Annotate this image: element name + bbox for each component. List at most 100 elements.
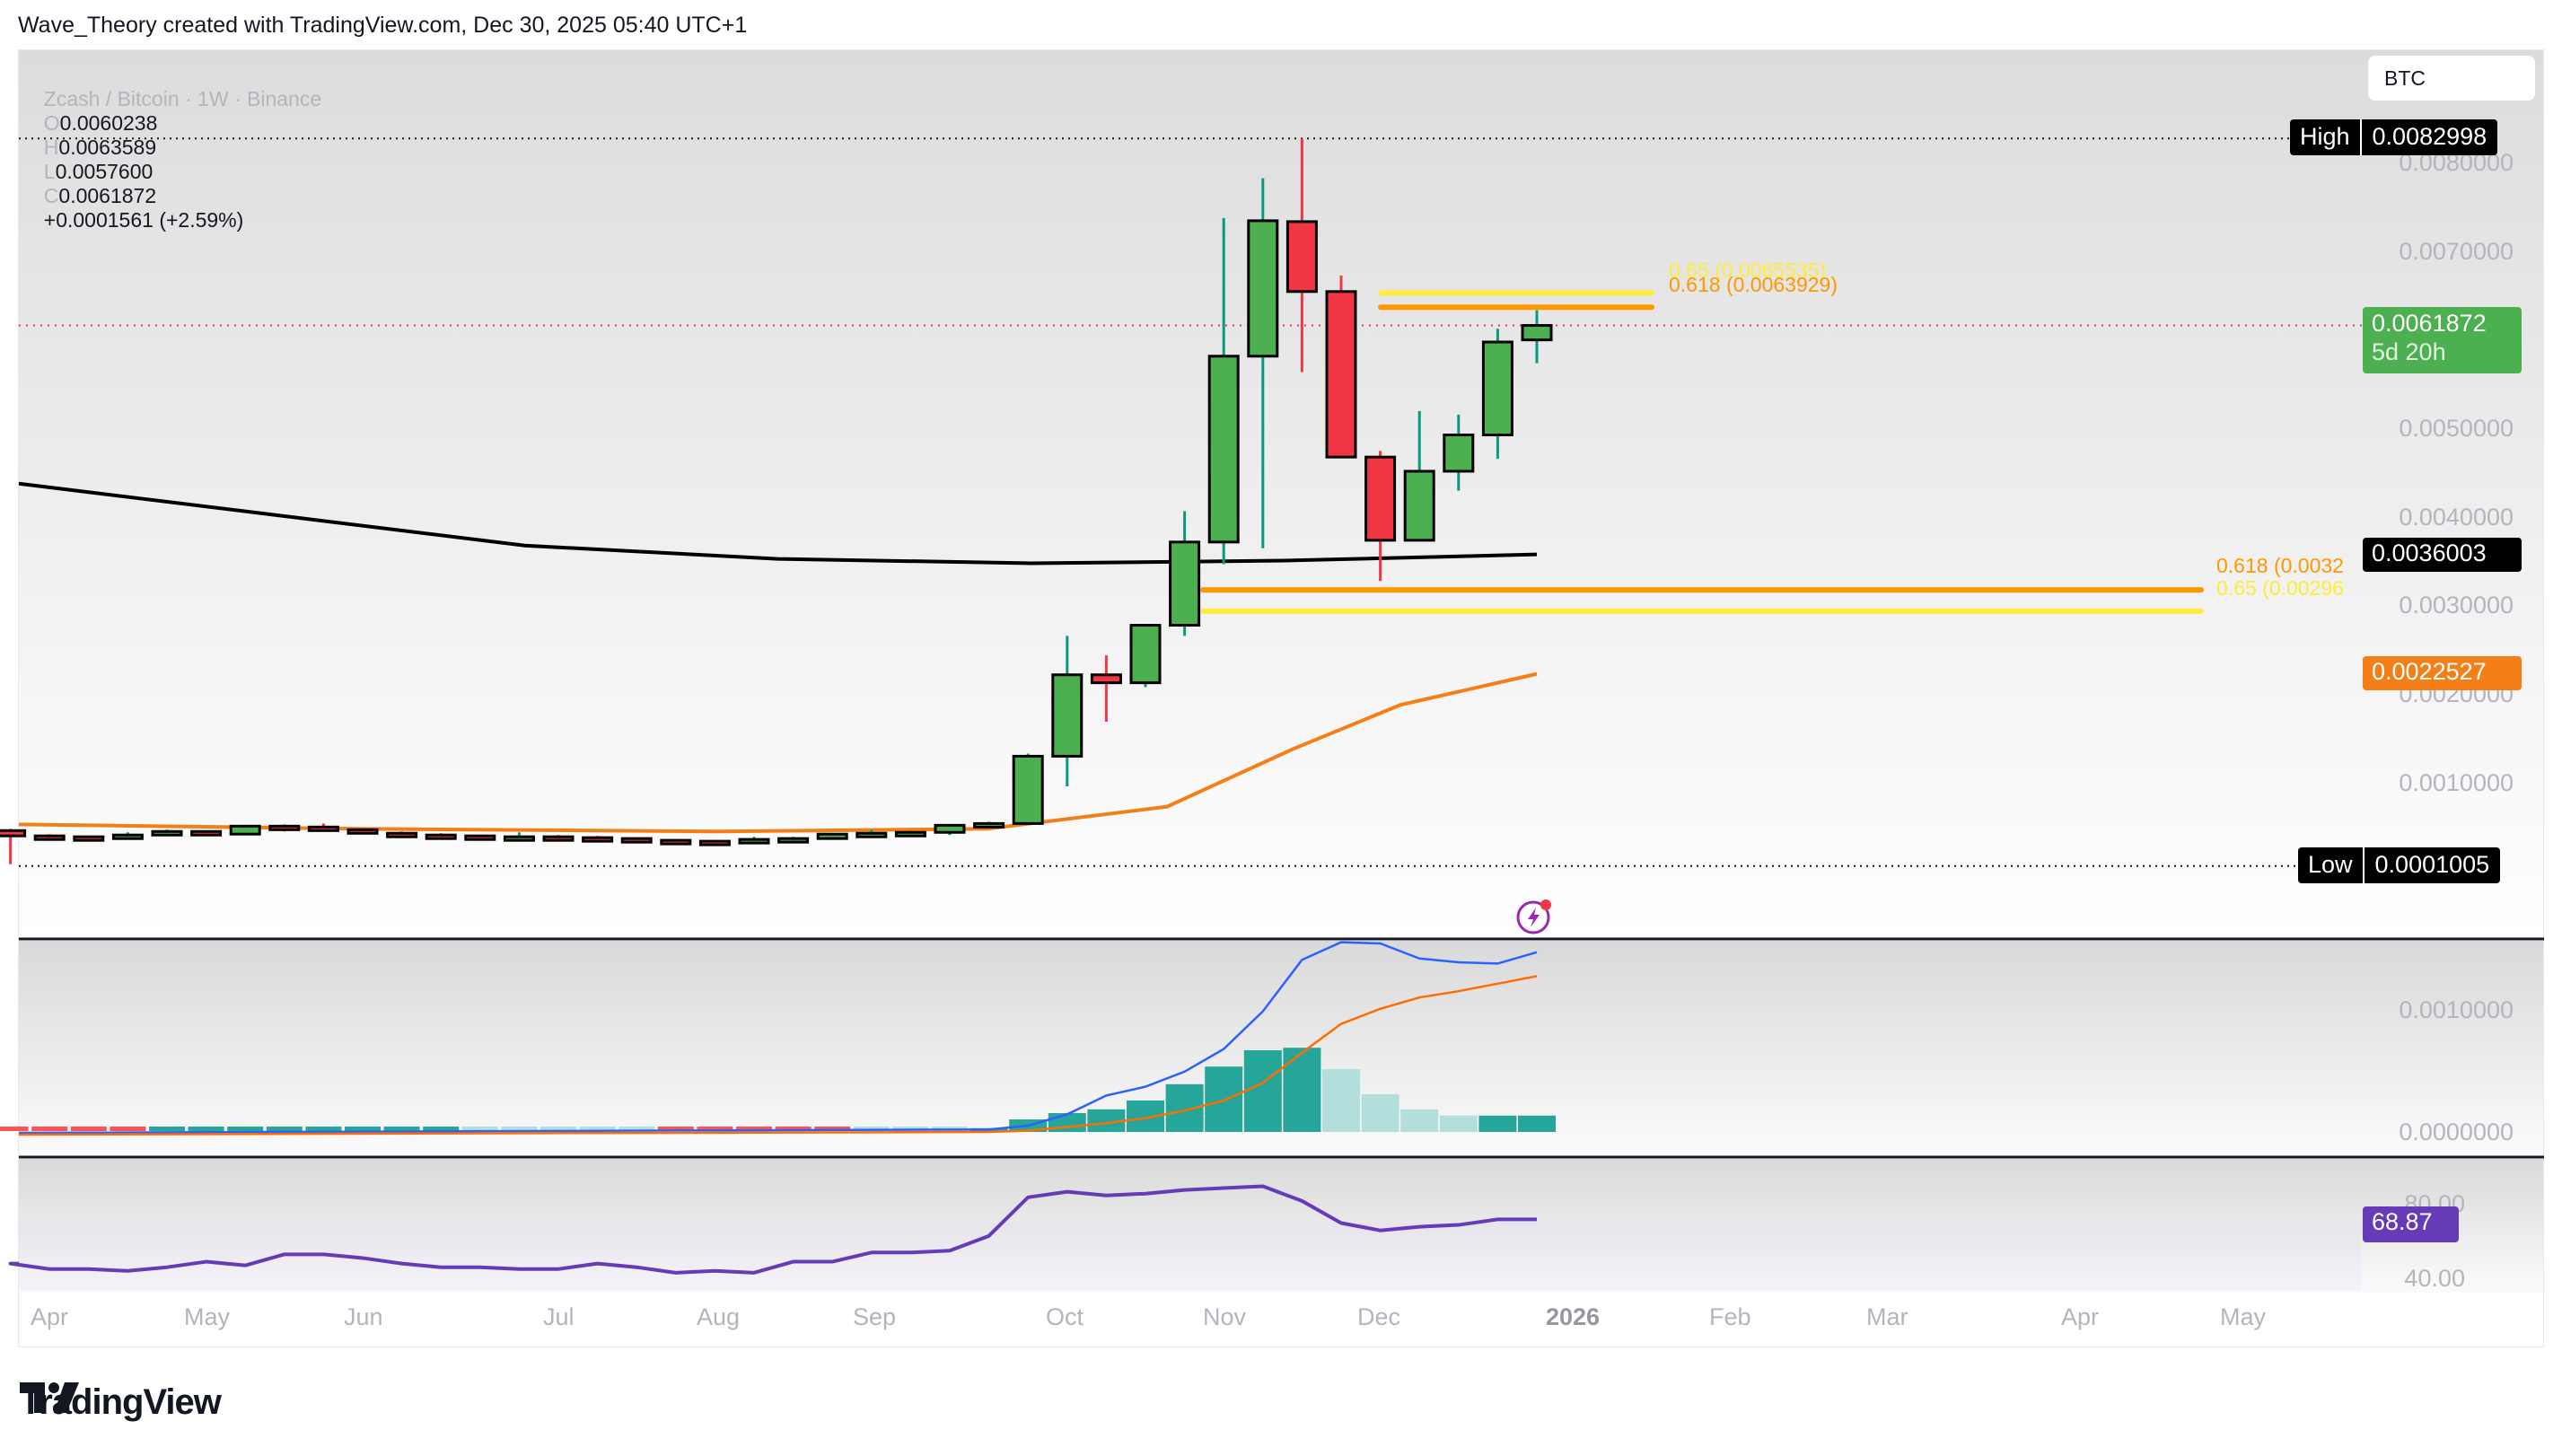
candle[interactable] (425, 833, 457, 840)
currency-button[interactable]: BTC (2368, 56, 2535, 101)
ma200-tag: 0.0036003 (2363, 538, 2522, 572)
candle[interactable] (1285, 138, 1318, 373)
candle[interactable] (190, 829, 223, 837)
candle[interactable] (347, 828, 379, 835)
macd-tick: 0.0000000 (2399, 1118, 2514, 1145)
price-tick: 0.0030000 (2399, 592, 2514, 618)
candle[interactable] (1169, 511, 1201, 636)
candle[interactable] (816, 832, 848, 840)
time-tick: Aug (697, 1303, 741, 1330)
time-tick: May (184, 1303, 231, 1330)
candle[interactable] (934, 823, 966, 836)
candle[interactable] (620, 837, 653, 844)
ema-tag: 0.0022527 (2363, 656, 2522, 690)
time-tick: Jun (344, 1303, 383, 1330)
fib-label-0618-lower: 0.618 (0.0032 (2216, 554, 2344, 577)
candle[interactable] (1364, 451, 1397, 582)
candle[interactable] (151, 829, 183, 837)
candle[interactable] (1325, 276, 1357, 459)
time-tick: Sep (853, 1303, 897, 1330)
candle[interactable] (1090, 655, 1122, 722)
time-tick: Apr (31, 1303, 69, 1330)
candle[interactable] (1247, 178, 1279, 548)
time-tick: Mar (1866, 1303, 1908, 1330)
time-tick: Apr (2061, 1303, 2100, 1330)
candle[interactable] (777, 837, 810, 844)
fib-label-0618-upper: 0.618 (0.0063929) (1669, 273, 1838, 296)
macd-tick: 0.0010000 (2399, 996, 2514, 1023)
candle[interactable] (855, 829, 888, 838)
rsi-band (19, 1223, 2362, 1291)
fib-label-065-lower: 0.65 (0.00296 (2216, 576, 2344, 600)
time-tick-year: 2026 (1546, 1303, 1601, 1330)
low-value: 0.0057600 (55, 160, 154, 183)
macd-histogram-bar (1243, 1050, 1282, 1132)
low-tag: Low 0.0001005 (2298, 847, 2501, 883)
macd-pane (0, 941, 1556, 1136)
candle[interactable] (973, 821, 1005, 829)
macd-histogram-bar (1439, 1115, 1478, 1132)
candle[interactable] (894, 830, 926, 838)
time-tick: Oct (1046, 1303, 1084, 1330)
last-price-tag: 0.0061872 5d 20h (2363, 307, 2522, 373)
candle[interactable] (698, 839, 731, 846)
macd-histogram-bar (1322, 1069, 1360, 1132)
lightning-alert-icon[interactable] (1515, 896, 1555, 935)
macd-histogram-bar (1400, 1109, 1439, 1132)
main-pane-bg (19, 50, 2543, 938)
candle[interactable] (229, 824, 261, 836)
candle[interactable] (33, 834, 66, 841)
candle[interactable] (464, 834, 496, 841)
price-tick: 0.0010000 (2399, 769, 2514, 796)
candle[interactable] (111, 832, 144, 840)
change-value: +0.0001561 (+2.59%) (43, 208, 244, 232)
candle[interactable] (660, 838, 692, 846)
candle[interactable] (268, 824, 301, 832)
time-tick: Nov (1203, 1303, 1247, 1330)
bar-countdown: 5d 20h (2372, 338, 2446, 365)
high-tag: High 0.0082998 (2290, 119, 2498, 155)
time-tick: Jul (543, 1303, 575, 1330)
open-value: 0.0060238 (59, 111, 158, 135)
candle[interactable] (1207, 217, 1240, 565)
macd-histogram-bar (1478, 1115, 1517, 1132)
macd-histogram-bar (1518, 1115, 1556, 1132)
price-tick: 0.0040000 (2399, 504, 2514, 531)
tradingview-logo-icon (20, 1382, 79, 1413)
price-pane (0, 137, 2363, 867)
macd-histogram-bar (1283, 1048, 1321, 1132)
candle[interactable] (0, 829, 27, 864)
symbol-title[interactable]: Zcash / Bitcoin · 1W · Binance (43, 87, 322, 110)
time-tick: Feb (1709, 1303, 1751, 1330)
candle[interactable] (1051, 636, 1084, 786)
candle[interactable] (307, 823, 339, 832)
tradingview-logo[interactable]: TradingView (20, 1382, 222, 1423)
macd-histogram-bar (1205, 1066, 1243, 1132)
candle[interactable] (542, 835, 575, 842)
rsi-value-tag: 68.87 (2363, 1206, 2459, 1242)
high-value: 0.0063589 (58, 136, 157, 159)
candle[interactable] (73, 835, 105, 842)
candle[interactable] (1012, 753, 1044, 825)
time-tick: May (2220, 1303, 2267, 1330)
rsi-tick: 40.00 (2404, 1265, 2465, 1292)
candle[interactable] (1443, 414, 1475, 491)
close-value: 0.0061872 (58, 184, 157, 207)
candle[interactable] (1521, 310, 1553, 364)
candle[interactable] (1129, 624, 1162, 688)
price-tick: 0.0050000 (2399, 415, 2514, 442)
candle[interactable] (738, 837, 770, 845)
fib-label-065-upper: 0.65 (0.0065535) (1669, 259, 1827, 282)
rsi-pane (8, 1184, 1537, 1275)
price-tick: 0.0070000 (2399, 238, 2514, 265)
candle[interactable] (1403, 410, 1435, 542)
attribution: Wave_Theory created with TradingView.com… (18, 13, 748, 38)
ohlc-legend: Zcash / Bitcoin · 1W · Binance O0.006023… (43, 87, 322, 232)
candle[interactable] (582, 836, 614, 843)
candle[interactable] (503, 832, 535, 842)
macd-histogram-bar (1361, 1094, 1399, 1132)
candle[interactable] (1481, 329, 1514, 460)
candle[interactable] (386, 831, 418, 838)
time-tick: Dec (1357, 1303, 1401, 1330)
